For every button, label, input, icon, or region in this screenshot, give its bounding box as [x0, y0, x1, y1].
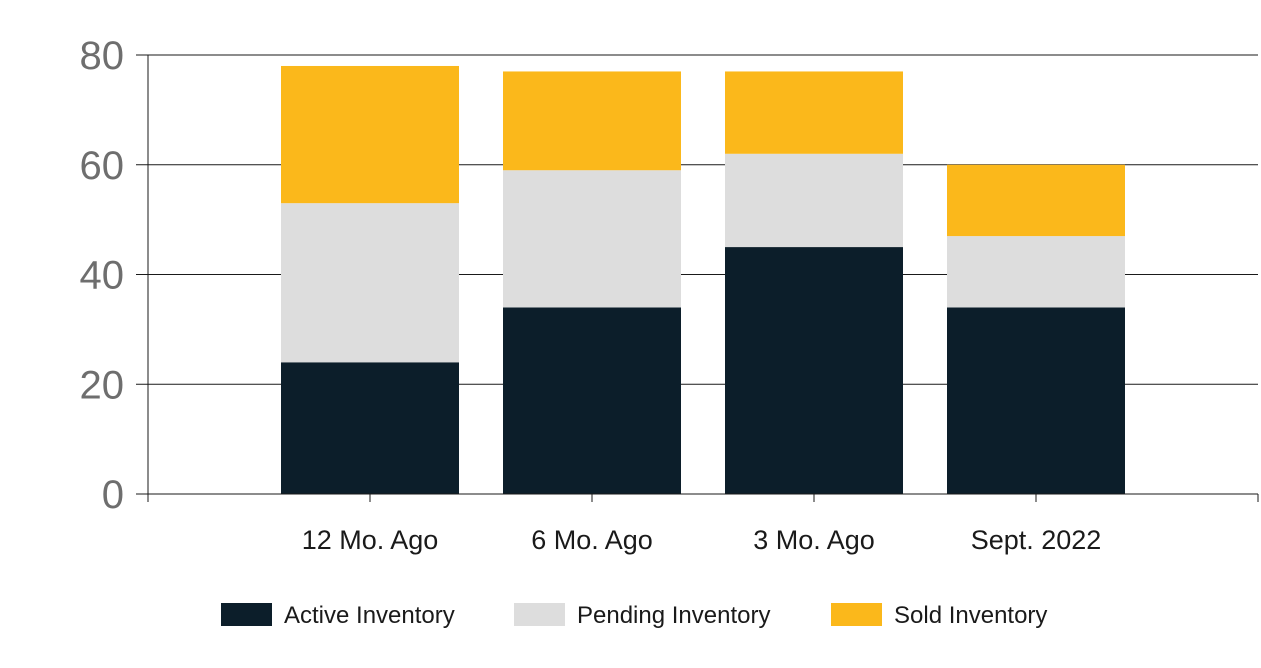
bar-pending-inventory-1 — [503, 170, 681, 308]
bar-active-inventory-0 — [281, 362, 459, 494]
legend-swatch — [221, 603, 272, 626]
y-axis-ticks: 0 20 40 60 80 — [80, 34, 125, 517]
legend-label: Active Inventory — [284, 602, 455, 629]
y-tick-label: 20 — [80, 363, 125, 407]
bar-active-inventory-2 — [725, 247, 903, 494]
bar-active-inventory-3 — [947, 307, 1125, 494]
bar-sold-inventory-2 — [725, 71, 903, 154]
y-tick-label: 60 — [80, 144, 125, 188]
bar-sold-inventory-1 — [503, 71, 681, 171]
legend-label: Pending Inventory — [577, 602, 770, 629]
legend-item-pending-inventory: Pending Inventory — [514, 602, 770, 629]
y-tick-label: 0 — [102, 473, 124, 517]
axes — [147, 55, 1259, 502]
x-tick-label: 6 Mo. Ago — [531, 525, 653, 555]
legend-swatch — [514, 603, 565, 626]
bar-sold-inventory-3 — [947, 164, 1125, 237]
bar-pending-inventory-3 — [947, 236, 1125, 308]
bar-sold-inventory-0 — [281, 65, 459, 204]
legend-swatch — [831, 603, 882, 626]
bars — [281, 65, 1125, 494]
bar-pending-inventory-2 — [725, 153, 903, 248]
legend: Active Inventory Pending Inventory Sold In… — [221, 602, 1047, 629]
y-tick-label: 40 — [80, 254, 125, 298]
bar-active-inventory-1 — [503, 307, 681, 494]
x-tick-label: 12 Mo. Ago — [302, 525, 439, 555]
legend-label: Sold Inventory — [894, 602, 1047, 629]
legend-item-sold-inventory: Sold Inventory — [831, 602, 1047, 629]
x-tick-label: Sept. 2022 — [971, 525, 1102, 555]
bar-pending-inventory-0 — [281, 203, 459, 363]
x-tick-label: 3 Mo. Ago — [753, 525, 875, 555]
y-tick-label: 80 — [80, 34, 125, 78]
legend-item-active-inventory: Active Inventory — [221, 602, 455, 629]
x-axis-ticks: 12 Mo. Ago 6 Mo. Ago 3 Mo. Ago Sept. 2022 — [302, 525, 1102, 555]
